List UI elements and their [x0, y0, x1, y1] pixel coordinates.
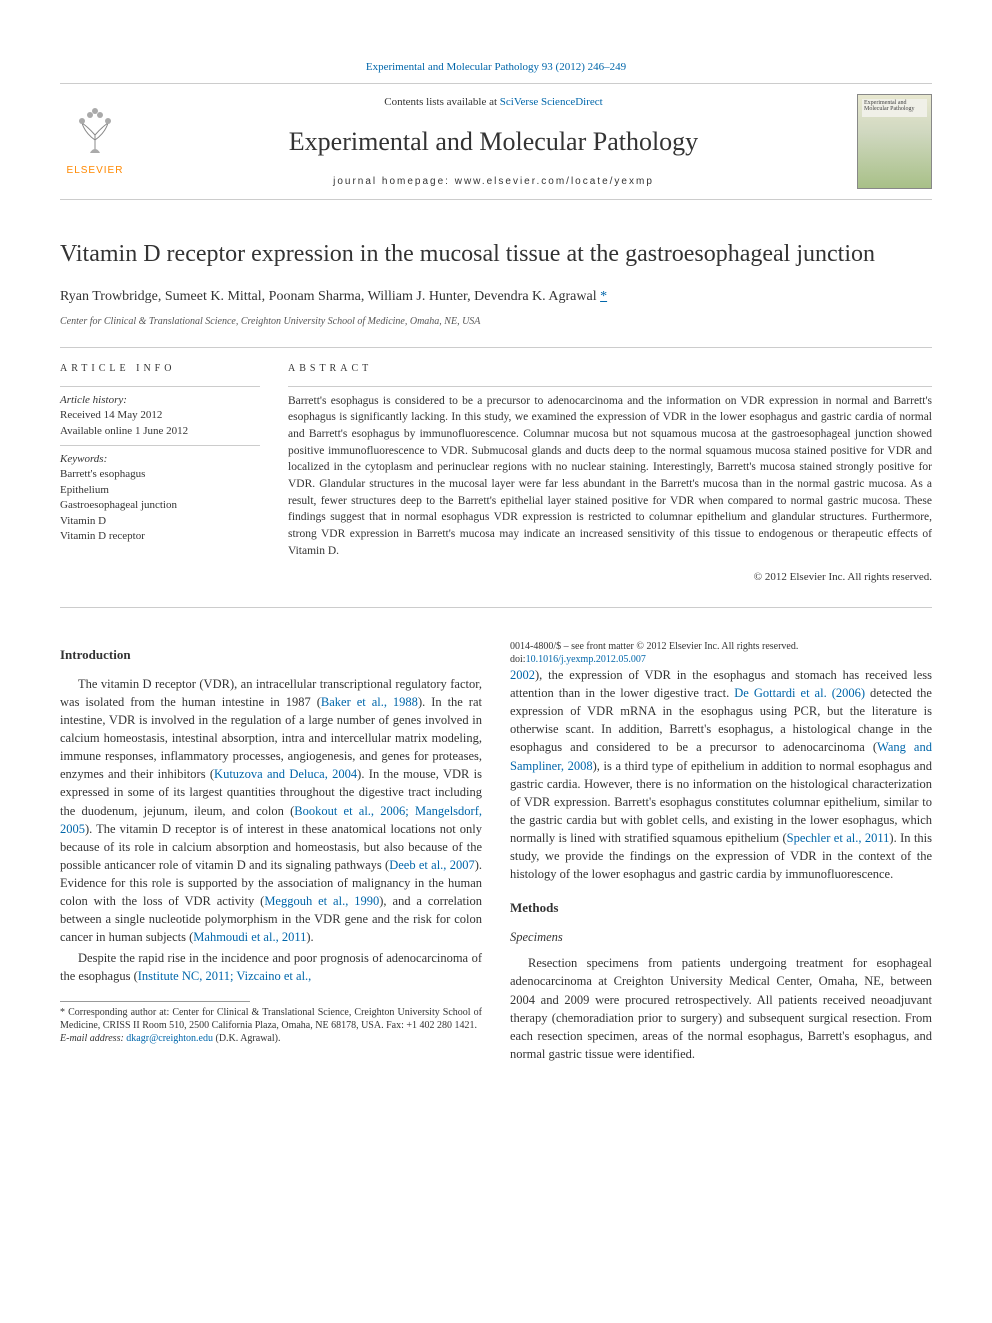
- available-date: Available online 1 June 2012: [60, 424, 260, 439]
- sciencedirect-link[interactable]: SciVerse ScienceDirect: [500, 96, 603, 108]
- received-date: Received 14 May 2012: [60, 408, 260, 423]
- body-columns: Introduction The vitamin D receptor (VDR…: [60, 640, 932, 1064]
- journal-cover-thumbnail: Experimental and Molecular Pathology: [857, 94, 932, 189]
- corresponding-author-marker[interactable]: *: [600, 289, 607, 304]
- keywords-label: Keywords:: [60, 452, 260, 467]
- keyword-item: Barrett's esophagus: [60, 467, 260, 482]
- title-block: Vitamin D receptor expression in the muc…: [60, 240, 932, 328]
- email-label: E-mail address:: [60, 1033, 126, 1044]
- journal-name: Experimental and Molecular Pathology: [130, 124, 857, 160]
- email-link[interactable]: dkagr@creighton.edu: [126, 1033, 213, 1044]
- doi-line: doi:10.1016/j.yexmp.2012.05.007: [510, 653, 932, 666]
- email-suffix: (D.K. Agrawal).: [213, 1033, 280, 1044]
- homepage-url: www.elsevier.com/locate/yexmp: [455, 176, 654, 187]
- email-line: E-mail address: dkagr@creighton.edu (D.K…: [60, 1032, 482, 1045]
- abstract-text: Barrett's esophagus is considered to be …: [288, 393, 932, 560]
- citation-link[interactable]: Kutuzova and Deluca, 2004: [214, 767, 357, 781]
- elsevier-tree-icon: [70, 105, 120, 155]
- contents-prefix: Contents lists available at: [384, 96, 499, 108]
- header-center: Contents lists available at SciVerse Sci…: [130, 95, 857, 189]
- keyword-item: Vitamin D receptor: [60, 529, 260, 544]
- authors-line: Ryan Trowbridge, Sumeet K. Mittal, Poona…: [60, 287, 932, 307]
- specimens-paragraph: Resection specimens from patients underg…: [510, 954, 932, 1063]
- history-label: Article history:: [60, 393, 260, 408]
- citation-link[interactable]: Spechler et al., 2011: [787, 831, 890, 845]
- citation-link[interactable]: De Gottardi et al. (2006): [734, 686, 865, 700]
- homepage-line: journal homepage: www.elsevier.com/locat…: [130, 175, 857, 189]
- citation-link[interactable]: 2002: [510, 668, 535, 682]
- citation-link[interactable]: Deeb et al., 2007: [389, 858, 475, 872]
- citation-line: Experimental and Molecular Pathology 93 …: [60, 60, 932, 75]
- footnote-rule: [60, 1001, 250, 1002]
- intro-paragraph-1: The vitamin D receptor (VDR), an intrace…: [60, 675, 482, 947]
- cover-thumb-title: Experimental and Molecular Pathology: [864, 100, 931, 112]
- front-matter-line: 0014-4800/$ – see front matter © 2012 El…: [510, 640, 932, 653]
- intro-paragraph-2: Despite the rapid rise in the incidence …: [60, 949, 482, 985]
- citation-link[interactable]: Experimental and Molecular Pathology 93 …: [366, 61, 626, 73]
- doi-prefix: doi:: [510, 654, 526, 665]
- keyword-item: Vitamin D: [60, 514, 260, 529]
- intro-paragraph-2-cont: 2002), the expression of VDR in the esop…: [510, 666, 932, 884]
- footnote-block: * Corresponding author at: Center for Cl…: [60, 1001, 482, 1045]
- citation-link[interactable]: Meggouh et al., 1990: [264, 894, 379, 908]
- citation-link[interactable]: Institute NC, 2011; Vizcaino et al.,: [138, 969, 312, 983]
- info-rule: [60, 386, 260, 387]
- doi-link[interactable]: 10.1016/j.yexmp.2012.05.007: [526, 654, 646, 665]
- text-run: ).: [306, 930, 313, 944]
- article-info-heading: article info: [60, 362, 260, 376]
- corresponding-author-footnote: * Corresponding author at: Center for Cl…: [60, 1006, 482, 1032]
- page: Experimental and Molecular Pathology 93 …: [0, 0, 992, 1104]
- abstract-copyright: © 2012 Elsevier Inc. All rights reserved…: [288, 570, 932, 585]
- publisher-name: ELSEVIER: [60, 164, 130, 178]
- publisher-logo: ELSEVIER: [60, 105, 130, 178]
- abstract-rule: [288, 386, 932, 387]
- specimens-heading: Specimens: [510, 928, 932, 946]
- abstract-column: abstract Barrett's esophagus is consider…: [288, 362, 932, 585]
- article-title: Vitamin D receptor expression in the muc…: [60, 240, 932, 269]
- methods-heading: Methods: [510, 899, 932, 918]
- front-matter-footer: 0014-4800/$ – see front matter © 2012 El…: [510, 640, 932, 666]
- authors-text: Ryan Trowbridge, Sumeet K. Mittal, Poona…: [60, 289, 600, 304]
- affiliation: Center for Clinical & Translational Scie…: [60, 315, 932, 329]
- info-rule: [60, 445, 260, 446]
- introduction-heading: Introduction: [60, 646, 482, 665]
- keyword-item: Gastroesophageal junction: [60, 498, 260, 513]
- article-info-column: article info Article history: Received 1…: [60, 362, 260, 585]
- homepage-prefix: journal homepage:: [333, 176, 455, 187]
- citation-link[interactable]: Baker et al., 1988: [321, 695, 418, 709]
- citation-link[interactable]: Mahmoudi et al., 2011: [193, 930, 306, 944]
- contents-line: Contents lists available at SciVerse Sci…: [130, 95, 857, 110]
- keyword-item: Epithelium: [60, 483, 260, 498]
- abstract-heading: abstract: [288, 362, 932, 376]
- journal-header: ELSEVIER Contents lists available at Sci…: [60, 83, 932, 200]
- info-abstract-row: article info Article history: Received 1…: [60, 347, 932, 608]
